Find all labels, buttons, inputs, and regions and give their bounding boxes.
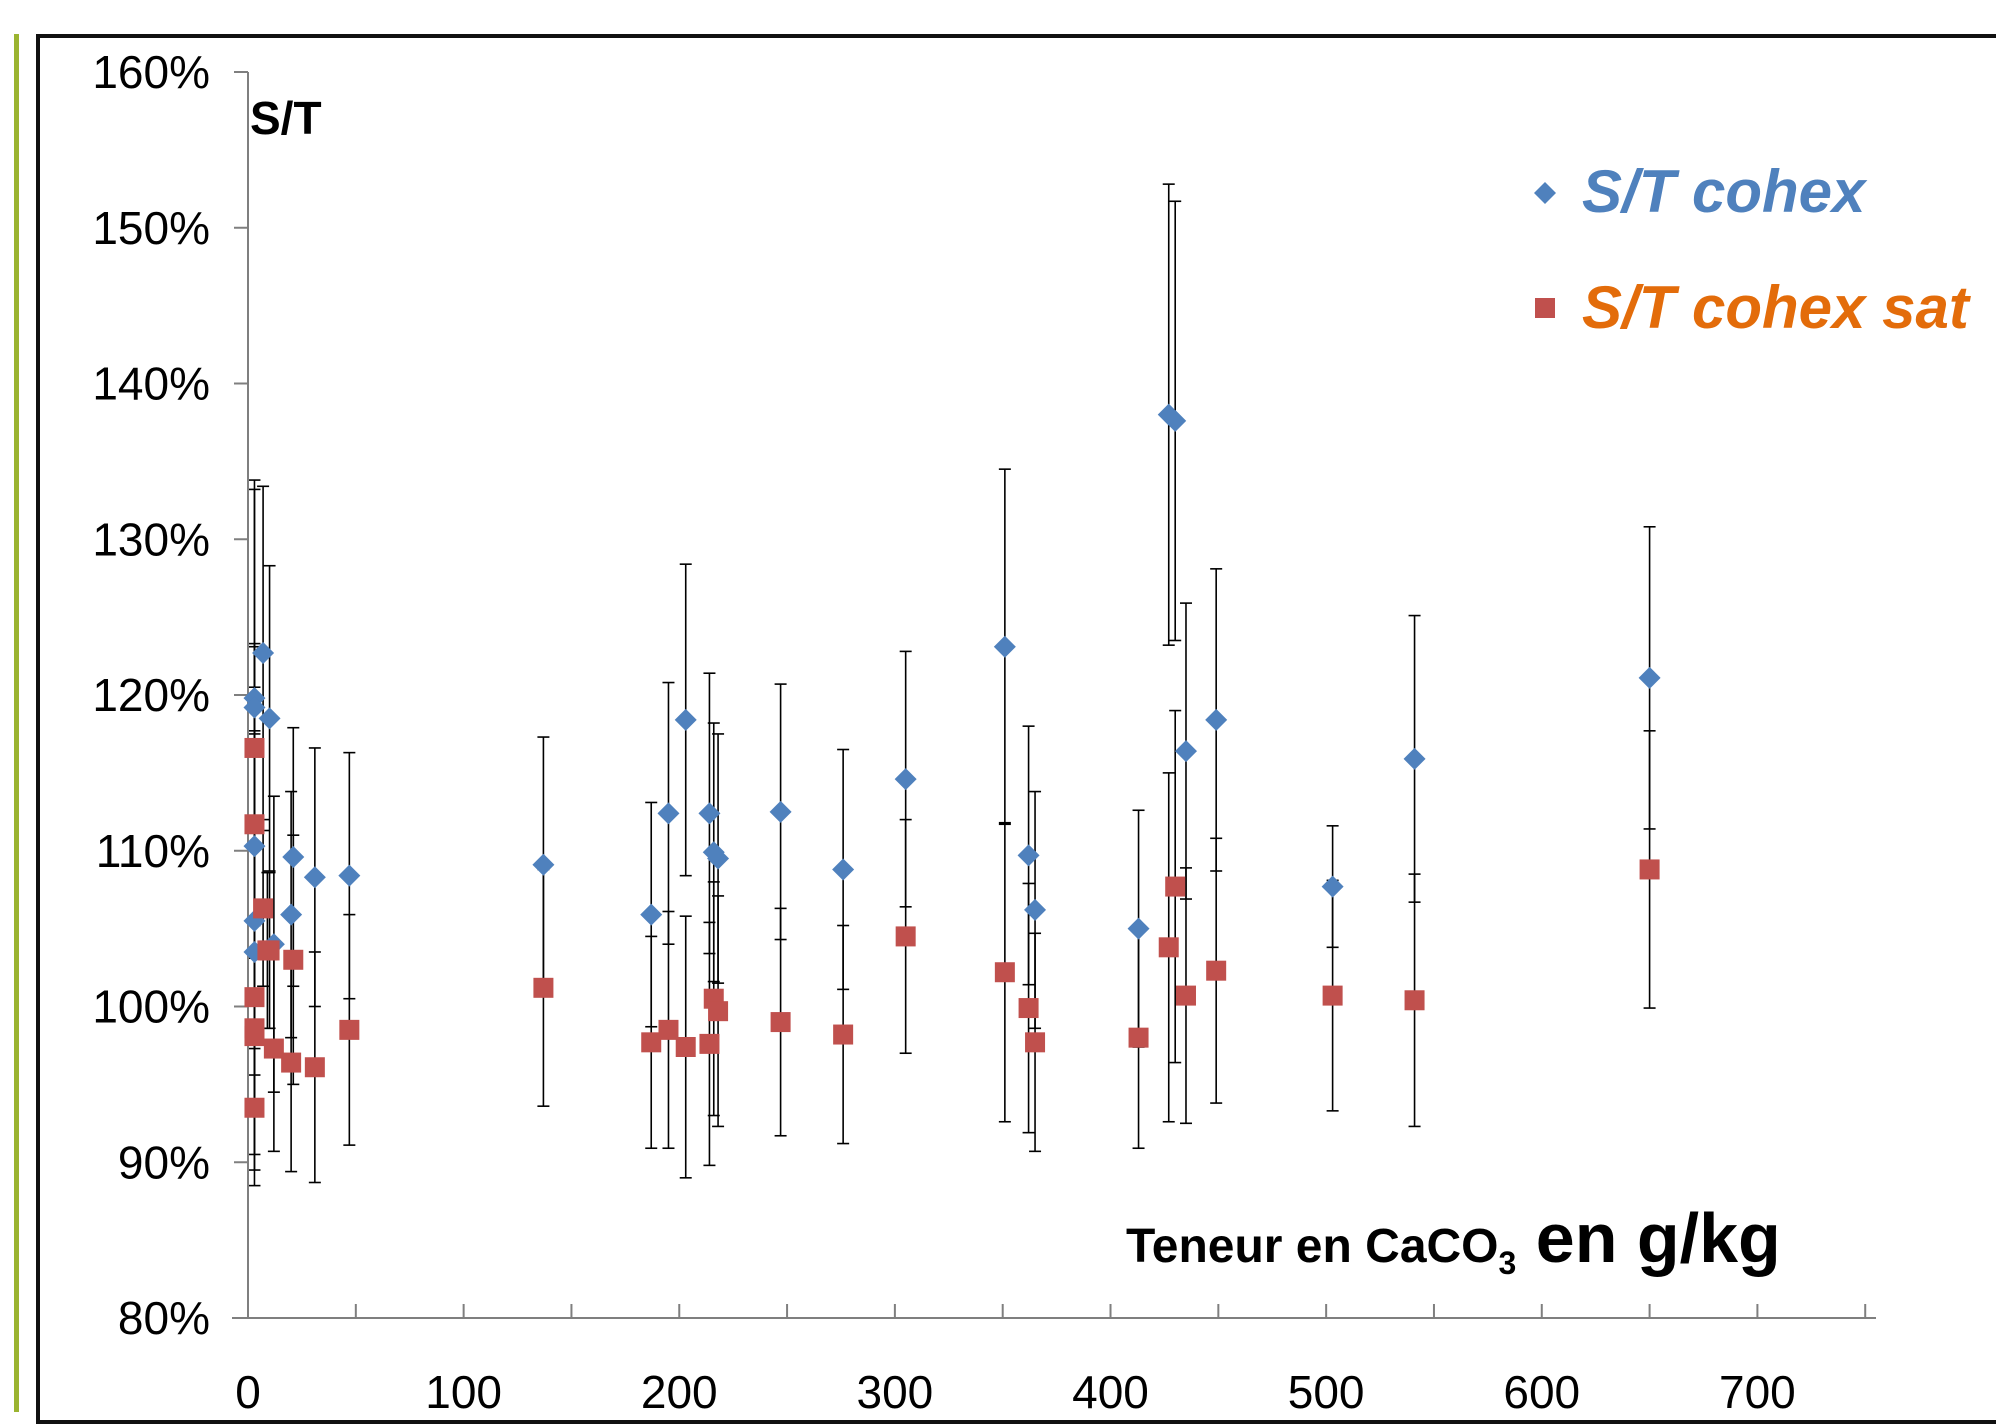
data-point-square — [1206, 960, 1227, 981]
data-markers — [243, 403, 1661, 1118]
y-tick-label: 160% — [92, 46, 210, 98]
data-point-square — [244, 1026, 265, 1047]
data-point-square — [1404, 990, 1425, 1011]
data-point-square — [1639, 859, 1660, 880]
y-tick-label: 90% — [118, 1136, 210, 1188]
y-tick-label: 100% — [92, 981, 210, 1033]
data-point-diamond — [1127, 917, 1150, 940]
data-point-diamond — [243, 835, 266, 858]
data-point-square — [1322, 985, 1343, 1006]
data-point-square — [244, 814, 265, 835]
data-point-diamond — [1321, 875, 1344, 898]
legend-entry-series-2: S/T cohex sat — [1535, 274, 1972, 341]
data-point-square — [1158, 937, 1179, 958]
data-point-square — [244, 1097, 265, 1118]
data-point-diamond — [1403, 747, 1426, 770]
x-axis-label-unit: en g/kg — [1516, 1199, 1780, 1277]
data-point-square — [699, 1033, 720, 1054]
y-tick-label: 150% — [92, 202, 210, 254]
side-rule-accent — [14, 0, 19, 1412]
data-point-square — [253, 898, 274, 919]
x-tick-label: 200 — [641, 1366, 718, 1412]
y-axis-label: S/T — [250, 92, 322, 144]
data-point-diamond — [1017, 844, 1040, 867]
data-point-diamond — [993, 635, 1016, 658]
data-point-square — [304, 1057, 325, 1078]
data-point-diamond — [1638, 666, 1661, 689]
data-point-square — [1025, 1032, 1046, 1053]
data-point-square — [1128, 1027, 1149, 1048]
data-point-diamond — [243, 696, 266, 719]
axis-ticks: 80% 90% 100% 110% 120% 130% 140% 150% 160% 0 100 20… — [92, 46, 1867, 1412]
data-point-square — [770, 1012, 791, 1033]
data-point-square — [1175, 985, 1196, 1006]
data-point-square — [244, 737, 265, 758]
y-tick-label: 140% — [92, 358, 210, 410]
data-point-square — [658, 1019, 679, 1040]
data-point-diamond — [303, 866, 326, 889]
x-tick-label: 600 — [1503, 1366, 1580, 1412]
data-point-diamond — [894, 768, 917, 791]
error-bars — [248, 183, 1656, 1187]
x-tick-label: 700 — [1719, 1366, 1796, 1412]
x-tick-label: 400 — [1072, 1366, 1149, 1412]
data-point-square — [263, 1038, 284, 1059]
y-tick-label: 130% — [92, 513, 210, 565]
data-point-square — [533, 977, 554, 998]
data-point-square — [675, 1036, 696, 1057]
data-point-diamond — [1024, 898, 1047, 921]
data-point-diamond — [674, 708, 697, 731]
y-tick-label: 80% — [118, 1292, 210, 1344]
data-point-diamond — [338, 864, 361, 887]
data-point-diamond — [1164, 409, 1187, 432]
x-tick-label: 0 — [235, 1366, 261, 1412]
data-point-diamond — [1174, 740, 1197, 763]
data-point-square — [1165, 876, 1186, 897]
data-point-diamond — [282, 845, 305, 868]
data-point-diamond — [657, 802, 680, 825]
data-point-square — [339, 1019, 360, 1040]
data-point-diamond — [1205, 708, 1228, 731]
data-point-square — [244, 987, 265, 1008]
data-point-square — [259, 940, 280, 961]
data-point-square — [708, 1001, 729, 1022]
data-point-diamond — [832, 858, 855, 881]
data-point-square — [895, 926, 916, 947]
x-axis-label-main: Teneur en CaCO — [1126, 1220, 1499, 1273]
x-tick-label: 100 — [425, 1366, 502, 1412]
data-point-diamond — [707, 847, 730, 870]
legend-marker-diamond — [1534, 182, 1556, 204]
page-header-strip — [0, 0, 1996, 34]
x-axis-label-subscript: 3 — [1499, 1245, 1517, 1281]
data-point-diamond — [769, 800, 792, 823]
x-axis-label: Teneur en CaCO3 en g/kg — [1126, 1199, 1781, 1281]
data-point-square — [833, 1024, 854, 1045]
legend-label-series-1: S/T cohex — [1582, 158, 1868, 225]
chart-legend: S/T cohex S/T cohex sat — [1534, 158, 1972, 341]
x-tick-label: 300 — [857, 1366, 934, 1412]
y-tick-label: 110% — [96, 825, 210, 877]
x-tick-label: 500 — [1288, 1366, 1365, 1412]
legend-entry-series-1: S/T cohex — [1534, 158, 1868, 225]
data-point-diamond — [640, 903, 663, 926]
page-side-rule — [0, 0, 26, 1412]
data-point-diamond — [280, 903, 303, 926]
y-tick-label: 120% — [92, 669, 210, 721]
data-point-square — [641, 1032, 662, 1053]
data-point-square — [281, 1052, 302, 1073]
data-point-diamond — [252, 641, 275, 664]
legend-marker-square — [1535, 298, 1555, 318]
data-point-square — [1018, 998, 1039, 1019]
data-point-diamond — [698, 802, 721, 825]
data-point-square — [283, 949, 304, 970]
data-point-diamond — [532, 853, 555, 876]
data-point-diamond — [258, 707, 281, 730]
axes — [232, 72, 1876, 1319]
legend-label-series-2: S/T cohex sat — [1582, 274, 1972, 341]
data-point-square — [994, 962, 1015, 983]
